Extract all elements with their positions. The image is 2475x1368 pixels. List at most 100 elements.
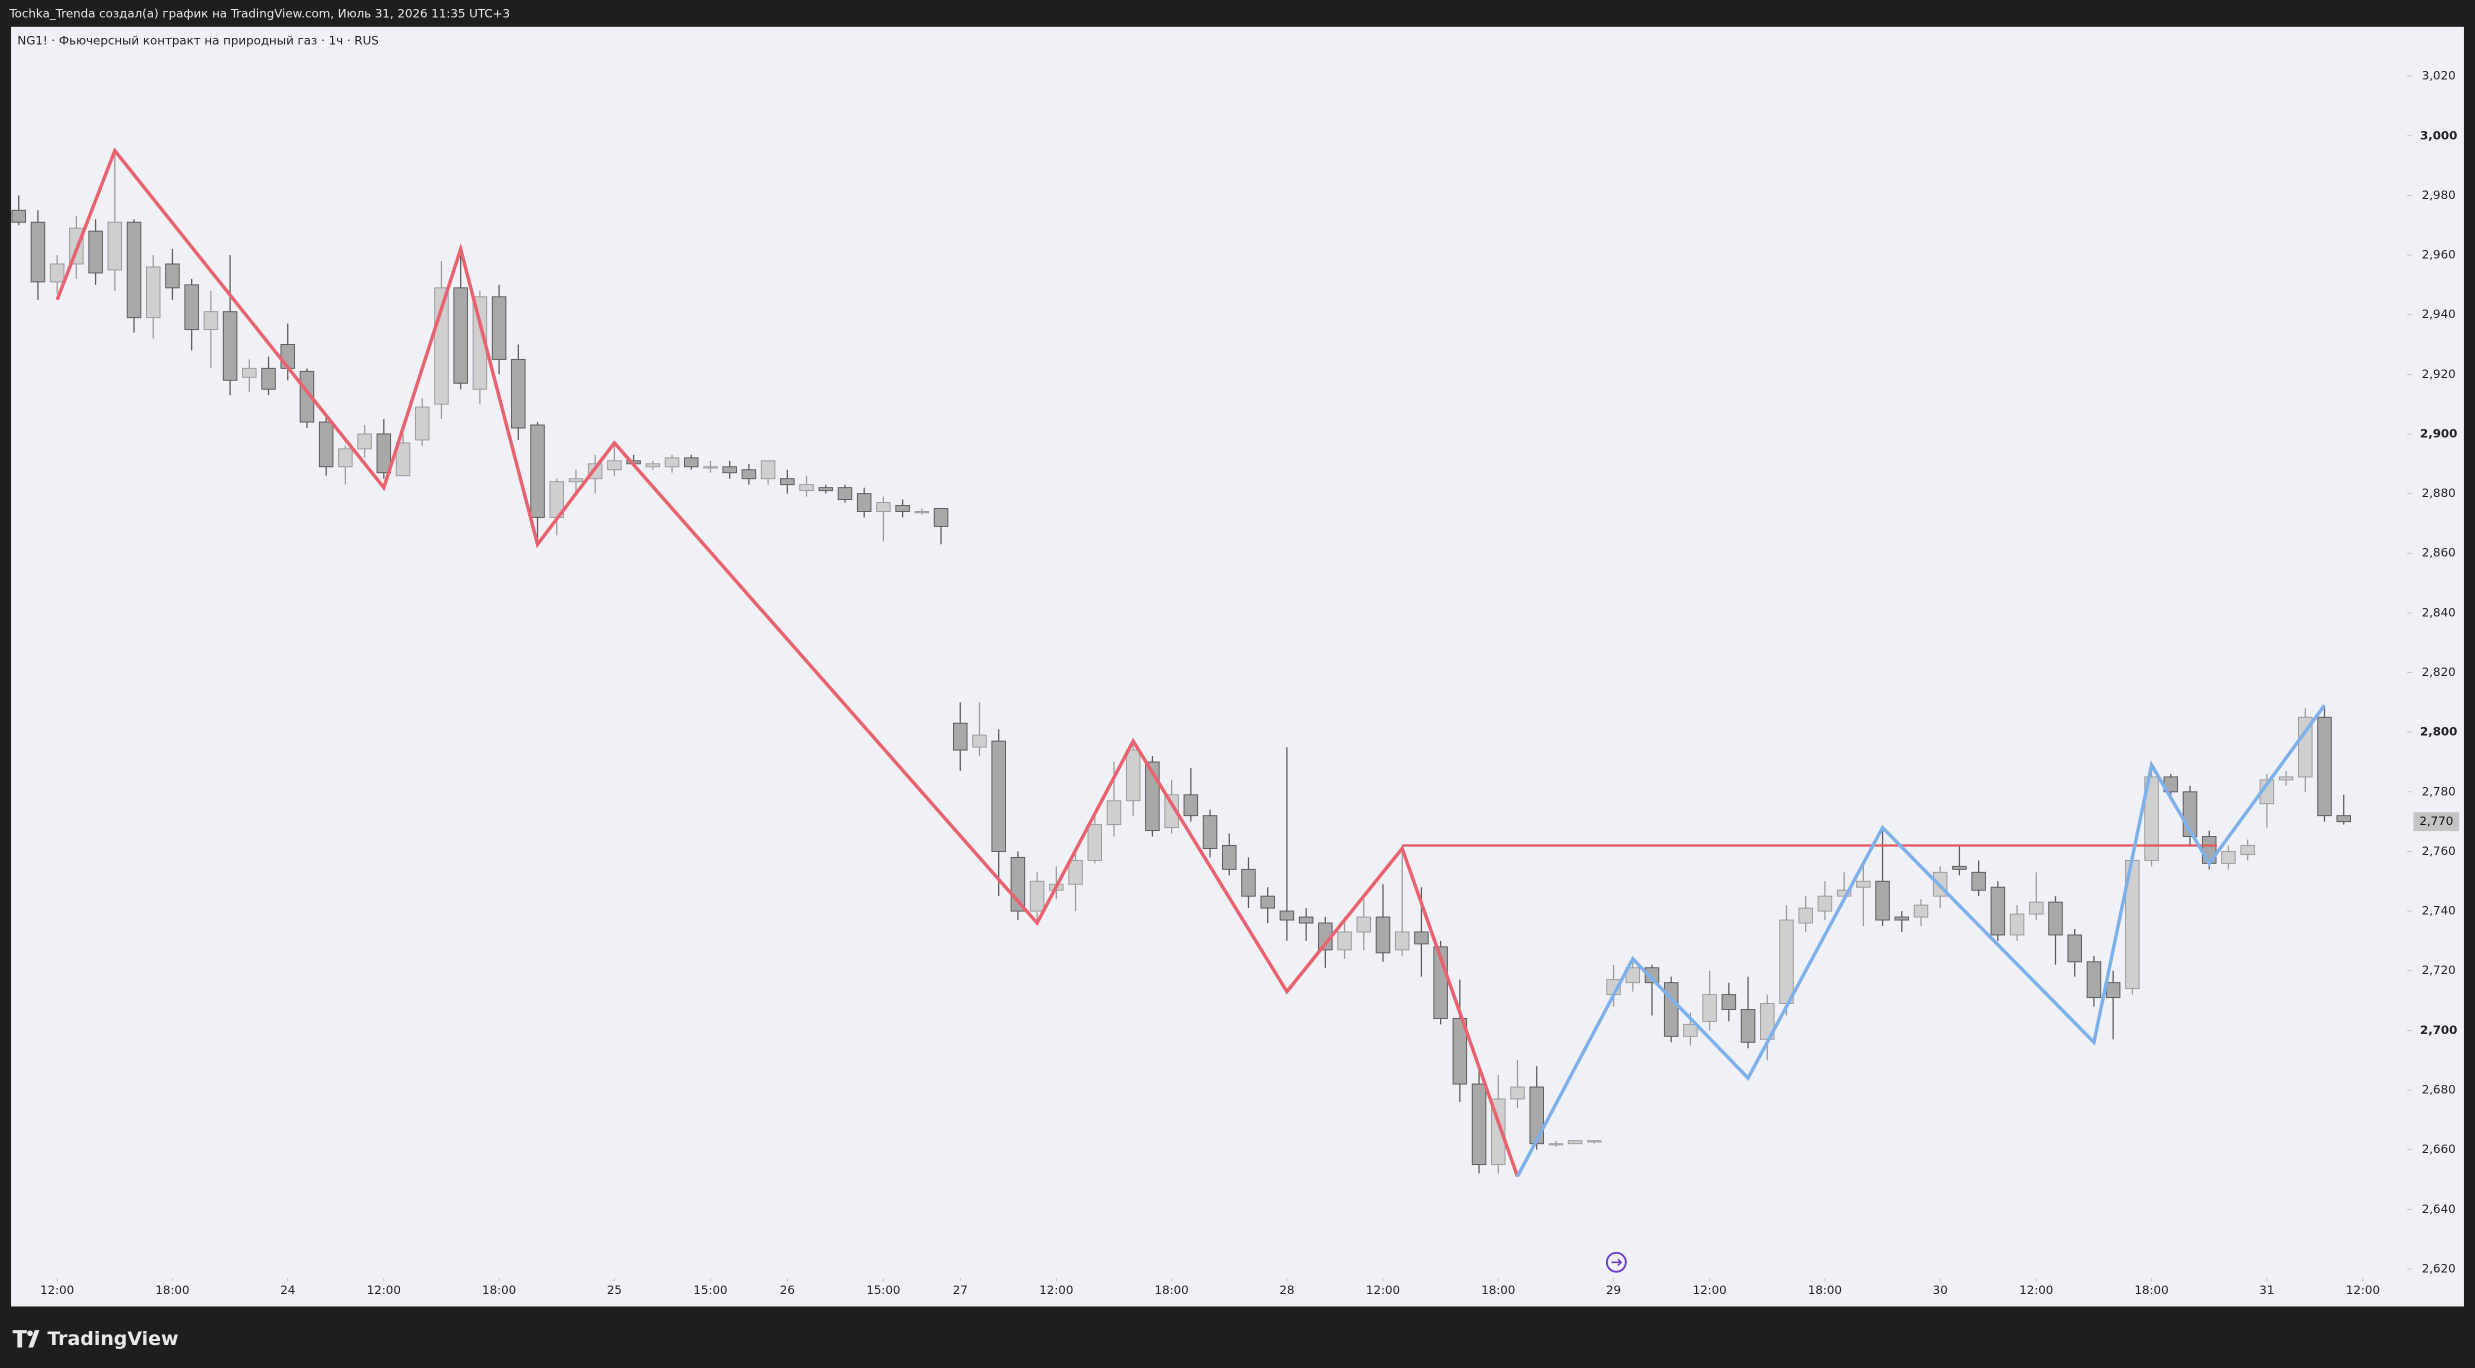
y-tick-label: 2,660 — [2422, 1142, 2456, 1156]
candle-body — [491, 296, 507, 360]
candle-body — [760, 460, 776, 480]
candle-body — [703, 466, 718, 469]
candle-body — [2278, 776, 2294, 781]
candle-body — [145, 266, 161, 319]
candle-body — [242, 367, 257, 378]
zigzag-line — [55, 147, 1520, 1178]
candle-body — [1414, 931, 1429, 945]
candle-body — [2067, 934, 2082, 963]
candle-body — [1913, 904, 1929, 918]
candle-body — [2144, 776, 2159, 861]
candle-body — [664, 457, 680, 468]
candle-body — [1817, 895, 1833, 912]
candle-body — [1663, 982, 1679, 1037]
candle-body — [780, 478, 795, 486]
candle-body — [49, 263, 65, 283]
candle-body — [357, 433, 372, 450]
y-tick-label: 3,000 — [2420, 128, 2457, 142]
y-tick-label: 2,640 — [2422, 1202, 2456, 1216]
candle-body — [741, 469, 757, 480]
x-tick-label: 26 — [780, 1283, 795, 1297]
x-tick-label: 12:00 — [2346, 1283, 2380, 1297]
x-tick-label: 27 — [953, 1283, 968, 1297]
brand-logo — [12, 1330, 40, 1348]
candle-body — [107, 221, 123, 271]
candle-body — [414, 406, 430, 441]
candle-body — [1068, 859, 1083, 885]
candle-body — [1548, 1143, 1564, 1146]
candle-body — [2086, 961, 2102, 999]
x-tick-label: 12:00 — [1039, 1283, 1073, 1297]
x-tick-label: 28 — [1279, 1283, 1294, 1297]
candle-body — [1375, 916, 1391, 954]
chart-title: NG1! · Фьючерсный контракт на природный … — [17, 34, 378, 48]
candle-body — [1337, 931, 1352, 951]
y-tick-label: 2,620 — [2422, 1261, 2456, 1275]
candle-body — [1222, 845, 1237, 870]
candle-body — [1452, 1017, 1468, 1085]
candle-body — [1106, 800, 1122, 826]
candle-body — [1279, 910, 1295, 921]
candle-body — [1298, 916, 1314, 924]
x-tick-label: 31 — [2259, 1283, 2274, 1297]
candle-body — [952, 722, 968, 751]
candle-body — [1567, 1140, 1583, 1145]
candle-body — [933, 508, 949, 527]
candle-body — [1087, 824, 1103, 861]
x-tick-label: 12:00 — [1366, 1283, 1400, 1297]
candle-body — [1990, 886, 2006, 936]
y-tick-label: 3,020 — [2422, 69, 2456, 83]
jump-icon[interactable] — [1605, 1251, 1627, 1273]
candle-body — [1394, 931, 1410, 951]
candle-body — [165, 263, 180, 289]
x-tick-label: 18:00 — [1481, 1283, 1515, 1297]
zigzag-line — [1515, 704, 2326, 1178]
candle-body — [2105, 982, 2121, 999]
candle-body — [2048, 901, 2063, 936]
candle-body — [511, 358, 526, 429]
logo-dot — [27, 1330, 33, 1337]
x-tick-label: 18:00 — [1155, 1283, 1189, 1297]
candle-body — [1510, 1086, 1525, 1100]
candle-body — [1952, 865, 1967, 870]
candle-body — [1183, 794, 1199, 817]
candle-body — [991, 740, 1006, 852]
candle-body — [2009, 913, 2025, 936]
x-tick-label: 30 — [1933, 1283, 1948, 1297]
candle-body — [1894, 916, 1910, 921]
x-tick-label: 12:00 — [2019, 1283, 2053, 1297]
candle-body — [2336, 815, 2351, 823]
y-tick-label: 2,840 — [2422, 605, 2456, 619]
y-tick-label: 2,940 — [2422, 307, 2456, 321]
candle-body — [1029, 880, 1045, 912]
x-tick-label: 15:00 — [693, 1283, 727, 1297]
candle-body — [318, 421, 334, 468]
candle-body — [568, 478, 584, 483]
x-tick-label: 12:00 — [367, 1283, 401, 1297]
candle-body — [1683, 1023, 1698, 1037]
candle-body — [1241, 868, 1256, 897]
candle-body — [2240, 845, 2255, 855]
candle-body — [972, 734, 987, 748]
jump-arrow — [1611, 1258, 1623, 1266]
candle-body — [222, 311, 238, 381]
candle-body — [126, 221, 142, 319]
candle-body — [799, 484, 814, 492]
candle-body — [837, 487, 853, 501]
y-tick-label: 2,780 — [2422, 784, 2456, 798]
candle-body — [2317, 716, 2332, 817]
y-tick-label: 2,680 — [2422, 1083, 2456, 1097]
y-tick-label: 2,980 — [2422, 188, 2456, 202]
candle-body — [2029, 901, 2044, 915]
candle-body — [453, 287, 468, 384]
candle-body — [1875, 880, 1890, 921]
candle-body — [895, 505, 910, 512]
candle-body — [1740, 1009, 1756, 1043]
candle-body — [914, 511, 930, 514]
last-price-box — [2413, 812, 2460, 832]
candle-body — [299, 370, 315, 423]
x-tick-label: 18:00 — [155, 1283, 189, 1297]
chart-panel — [11, 26, 2464, 1307]
x-tick-label: 15:00 — [866, 1283, 900, 1297]
x-tick-label: 29 — [1606, 1283, 1621, 1297]
